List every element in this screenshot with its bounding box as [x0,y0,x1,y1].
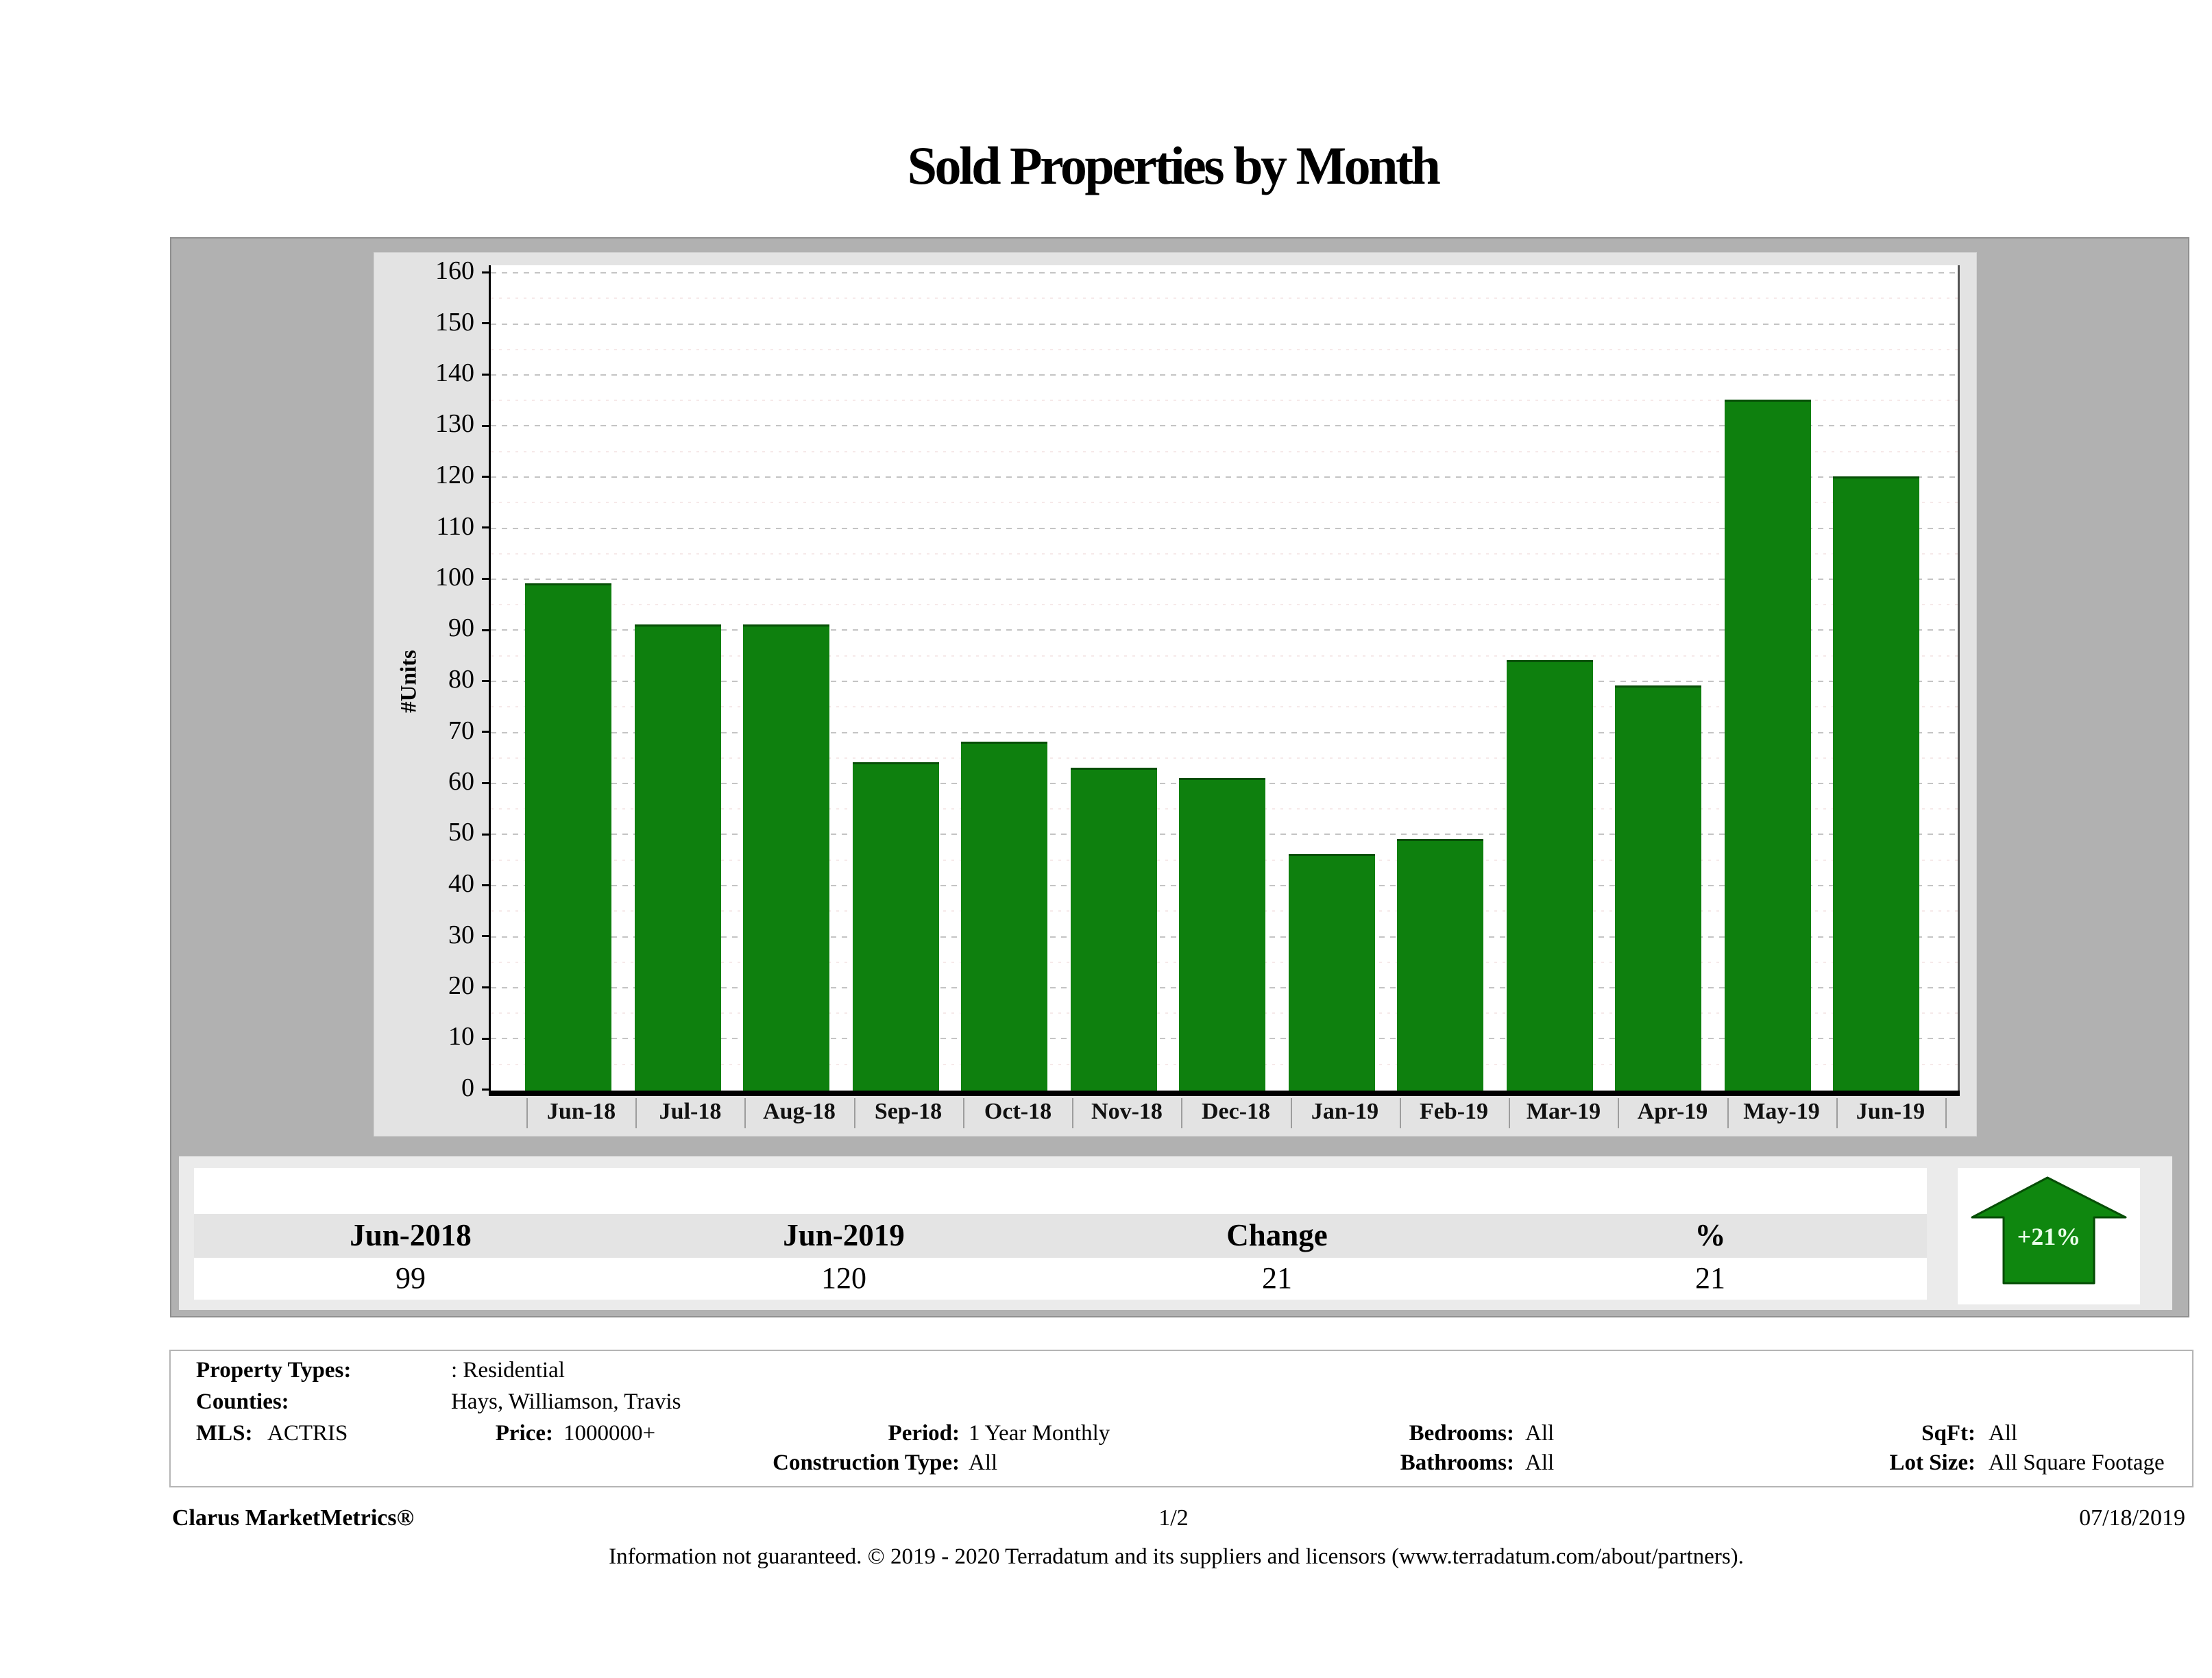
svg-text:+21%: +21% [2017,1223,2081,1250]
